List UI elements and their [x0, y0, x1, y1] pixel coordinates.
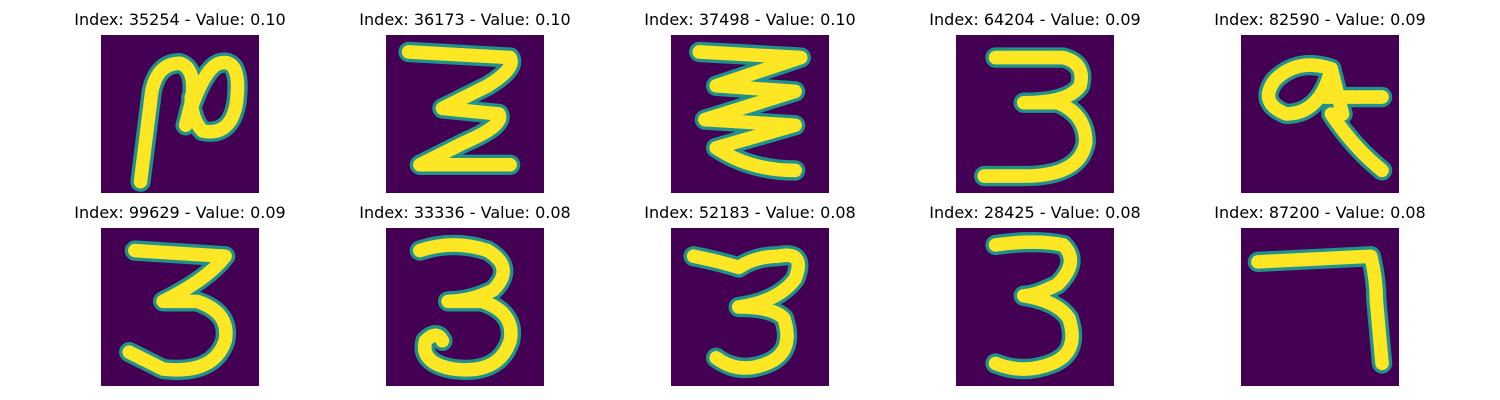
digit-image	[1241, 35, 1399, 193]
digit-stroke-graphic	[689, 41, 811, 181]
digit-stroke-graphic	[398, 41, 522, 175]
image-panel: Index: 87200 - Value: 0.08	[1200, 203, 1440, 393]
digit-image	[956, 228, 1114, 386]
digit-stroke-core	[977, 50, 1093, 183]
digit-stroke-core	[401, 45, 518, 172]
image-panel: Index: 52183 - Value: 0.08	[630, 203, 870, 393]
image-panel: Index: 28425 - Value: 0.08	[915, 203, 1155, 393]
image-panel: Index: 35254 - Value: 0.10	[60, 10, 300, 200]
image-panel: Index: 64204 - Value: 0.09	[915, 10, 1155, 200]
panel-title: Index: 35254 - Value: 0.10	[74, 10, 286, 29]
panel-title: Index: 52183 - Value: 0.08	[644, 203, 856, 222]
digit-stroke-core	[988, 235, 1079, 376]
digit-stroke-edge	[1247, 246, 1393, 374]
digit-image	[671, 228, 829, 386]
digit-stroke-graphic	[974, 47, 1096, 187]
panel-title: Index: 33336 - Value: 0.08	[359, 203, 571, 222]
image-panel: Index: 33336 - Value: 0.08	[345, 203, 585, 393]
panel-title: Index: 99629 - Value: 0.09	[74, 203, 286, 222]
digit-image	[386, 35, 544, 193]
digit-stroke-graphic	[683, 245, 809, 379]
digit-stroke-graphic	[1247, 246, 1393, 374]
digit-image	[671, 35, 829, 193]
digit-stroke-core	[133, 55, 245, 189]
digit-image	[101, 228, 259, 386]
digit-image	[386, 228, 544, 386]
image-panel: Index: 37498 - Value: 0.10	[630, 10, 870, 200]
panel-title: Index: 28425 - Value: 0.08	[929, 203, 1141, 222]
panel-title: Index: 82590 - Value: 0.09	[1214, 10, 1426, 29]
image-panel: Index: 36173 - Value: 0.10	[345, 10, 585, 200]
digit-stroke-graphic	[985, 231, 1083, 380]
image-panel: Index: 99629 - Value: 0.09	[60, 203, 300, 393]
digit-stroke-core	[1251, 249, 1389, 371]
digit-image	[1241, 228, 1399, 386]
digit-stroke-core	[692, 45, 808, 178]
image-panel: Index: 82590 - Value: 0.09	[1200, 10, 1440, 200]
digit-stroke-graphic	[1258, 54, 1393, 181]
digit-stroke-core	[1261, 58, 1389, 178]
digit-stroke-graphic	[130, 52, 248, 192]
digit-stroke-core	[686, 248, 806, 375]
digit-stroke-graphic	[409, 234, 522, 380]
digit-image	[101, 35, 259, 193]
panel-title: Index: 87200 - Value: 0.08	[1214, 203, 1426, 222]
panel-title: Index: 64204 - Value: 0.09	[929, 10, 1141, 29]
digit-image	[956, 35, 1114, 193]
digit-stroke-core	[413, 238, 518, 377]
panel-title: Index: 37498 - Value: 0.10	[644, 10, 856, 29]
digit-stroke-graphic	[119, 240, 237, 380]
panel-title: Index: 36173 - Value: 0.10	[359, 10, 571, 29]
digit-stroke-core	[122, 243, 233, 377]
